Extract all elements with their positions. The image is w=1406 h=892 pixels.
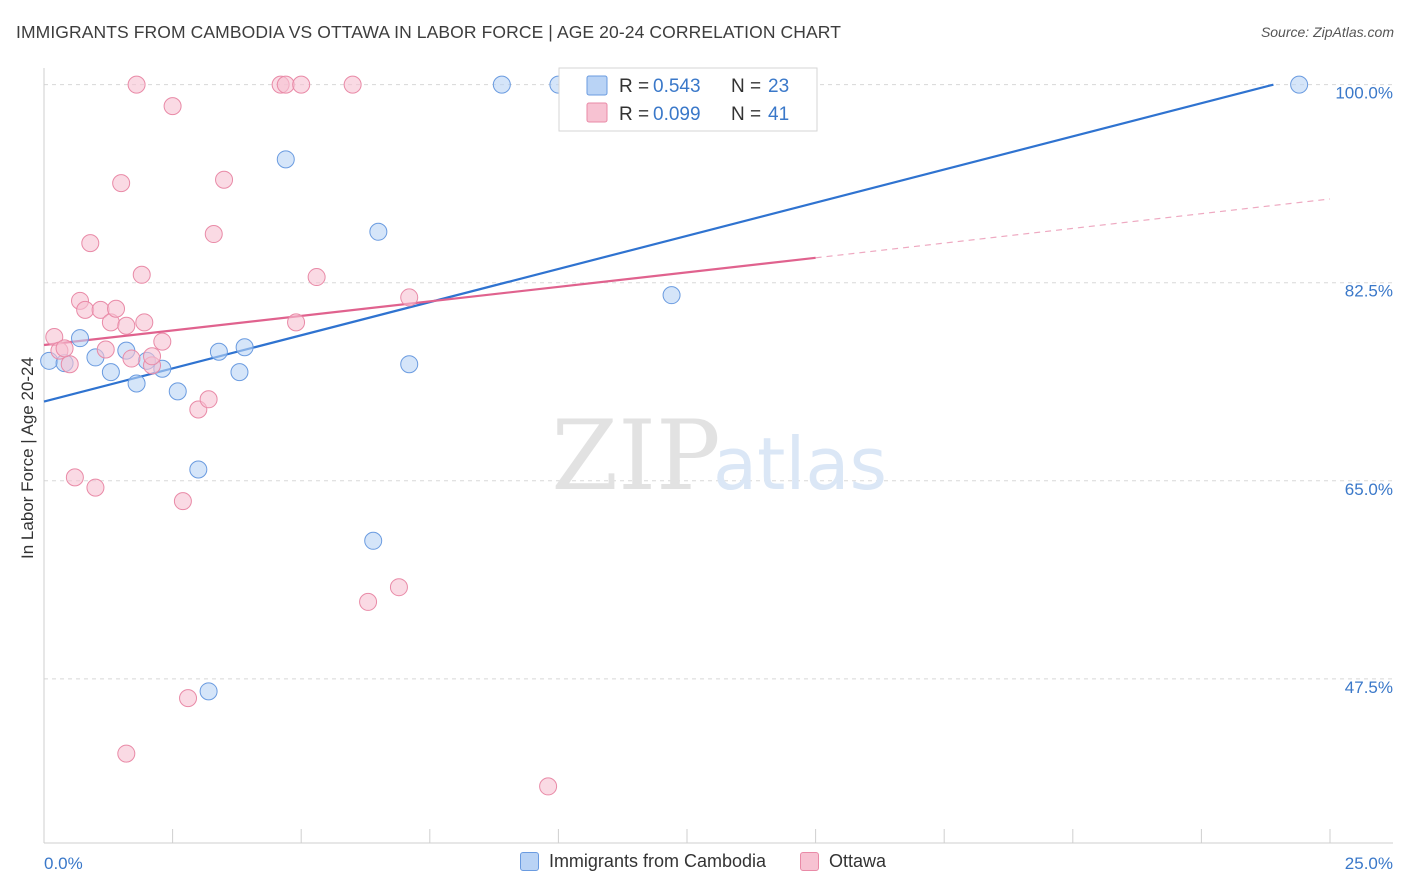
blue-data-point: [1290, 75, 1309, 94]
watermark-atlas: atlas: [713, 422, 887, 506]
bottom-legend-item-ottawa: Ottawa: [800, 851, 886, 872]
blue-data-point: [400, 355, 419, 374]
legend-n-label-blue: N =: [731, 76, 761, 97]
legend-r-value-blue: 0.543: [653, 76, 701, 97]
pink-data-point: [135, 313, 154, 332]
legend-n-value-pink: 41: [768, 104, 789, 125]
blue-data-point: [276, 150, 295, 169]
blue-data-point: [209, 342, 228, 361]
pink-data-point: [173, 492, 192, 511]
legend-swatch-pink: [586, 102, 608, 123]
y-tick-label: 82.5%: [1345, 282, 1393, 301]
bottom-legend-label-ottawa: Ottawa: [829, 851, 887, 871]
pink-data-point: [143, 347, 162, 366]
bottom-legend-swatch-pink: [800, 852, 820, 871]
pink-data-point: [86, 478, 105, 497]
pink-data-point: [132, 265, 151, 284]
legend: R = 0.543 N = 23 R = 0.099 N = 41: [558, 67, 818, 132]
blue-data-point: [364, 531, 383, 550]
blue-trend-line: [43, 83, 1274, 403]
bottom-legend-label-cambodia: Immigrants from Cambodia: [548, 851, 767, 871]
pink-data-point: [215, 170, 234, 189]
pink-trend-line: [43, 256, 816, 347]
pink-data-point: [359, 592, 378, 611]
blue-data-point: [369, 222, 388, 241]
axes: [43, 68, 1393, 844]
trend-lines: [43, 83, 1331, 403]
pink-trend-extension: [815, 198, 1331, 259]
pink-data-point: [292, 75, 311, 94]
chart-source: Source: ZipAtlas.com: [1260, 24, 1394, 40]
pink-data-point: [107, 299, 126, 318]
legend-r-label-pink: R =: [619, 104, 649, 125]
pink-data-point: [81, 234, 100, 253]
pink-data-point: [65, 468, 84, 487]
pink-data-point: [96, 340, 115, 359]
chart-title: IMMIGRANTS FROM CAMBODIA VS OTTAWA IN LA…: [16, 22, 842, 42]
pink-data-point: [76, 300, 95, 319]
blue-data-point: [168, 382, 187, 401]
watermark-zip: ZIP: [551, 400, 720, 512]
bottom-legend: Immigrants from Cambodia Ottawa: [0, 851, 1406, 872]
legend-r-value-pink: 0.099: [653, 104, 701, 125]
pink-data-point: [153, 332, 172, 351]
pink-data-point: [117, 316, 136, 335]
y-tick-label: 65.0%: [1345, 480, 1393, 499]
y-axis-label: In Labor Force | Age 20-24: [18, 357, 37, 559]
blue-data-point: [199, 682, 218, 701]
pink-data-point: [55, 339, 74, 358]
pink-data-point: [60, 355, 79, 374]
y-tick-label: 100.0%: [1335, 84, 1393, 103]
x-tick-label: 0.0%: [44, 854, 83, 873]
y-tick-label: 47.5%: [1345, 678, 1393, 697]
pink-data-point: [122, 349, 141, 368]
blue-data-point: [492, 75, 511, 94]
tick-labels: 100.0% 82.5% 65.0% 47.5% 0.0% 25.0%: [44, 84, 1393, 873]
legend-n-value-blue: 23: [768, 76, 789, 97]
grid-lines: [44, 84, 1393, 680]
pink-data-point: [276, 75, 295, 94]
blue-data-point: [235, 338, 254, 357]
pink-data-point: [179, 689, 198, 708]
pink-data-point: [287, 313, 306, 332]
pink-data-point: [389, 578, 408, 597]
legend-swatch-blue: [586, 75, 608, 96]
pink-data-point: [163, 97, 182, 116]
pink-data-point: [117, 744, 136, 763]
pink-data-point: [199, 390, 218, 409]
pink-data-point: [539, 777, 558, 796]
pink-data-point: [400, 288, 419, 307]
pink-data-point: [204, 225, 223, 244]
x-tick-label: 25.0%: [1345, 854, 1393, 873]
blue-data-point: [127, 374, 146, 393]
blue-data-point: [230, 363, 249, 382]
pink-data-point: [343, 75, 362, 94]
pink-data-point: [127, 75, 146, 94]
legend-r-label-blue: R =: [619, 76, 649, 97]
blue-data-point: [71, 329, 90, 348]
watermark: ZIP atlas: [551, 400, 887, 512]
data-points: [40, 75, 1309, 796]
blue-data-point: [662, 286, 681, 305]
blue-data-point: [101, 363, 120, 382]
bottom-legend-swatch-blue: [519, 852, 539, 871]
legend-n-label-pink: N =: [731, 104, 761, 125]
pink-data-point: [112, 174, 131, 193]
pink-data-point: [307, 268, 326, 287]
bottom-legend-item-cambodia: Immigrants from Cambodia: [519, 851, 767, 872]
blue-data-point: [189, 460, 208, 479]
